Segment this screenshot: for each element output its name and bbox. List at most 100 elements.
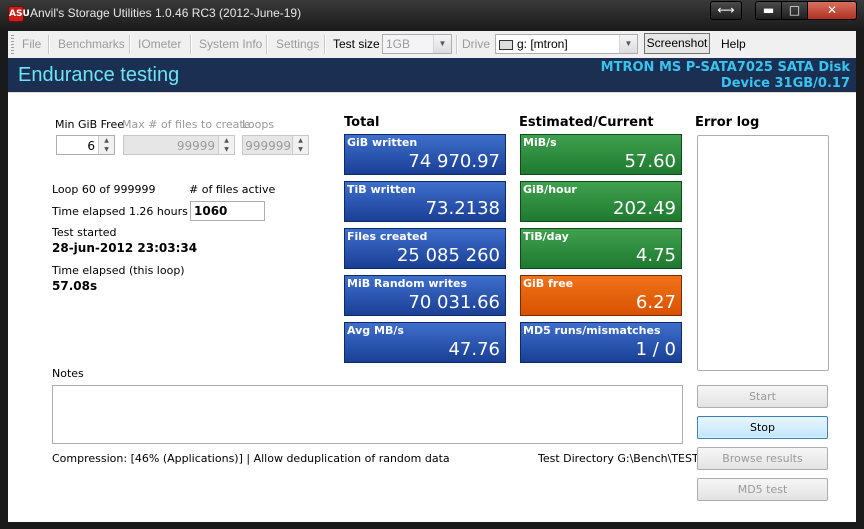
app-logo-icon: ASU	[8, 6, 30, 22]
notes-label: Notes	[52, 367, 84, 380]
tile-label: GiB/hour	[523, 183, 577, 196]
tile-avg-mbs: Avg MB/s 47.76	[344, 322, 506, 363]
spinner-buttons[interactable]: ▲ ▼	[98, 136, 114, 154]
tile-value: 57.60	[624, 151, 676, 172]
loops-label: Loops	[242, 118, 275, 131]
chevron-down-icon: ▼	[619, 35, 637, 53]
tile-mibs: MiB/s 57.60	[520, 134, 682, 175]
tile-label: MD5 runs/mismatches	[523, 324, 661, 337]
menu-toolbar: File Benchmarks IOmeter System Info Sett…	[8, 31, 856, 58]
tile-tib-written: TiB written 73.2138	[344, 181, 506, 222]
max-files-value: 99999	[176, 139, 215, 153]
device-capacity: Device 31GB/0.17	[720, 76, 850, 91]
max-files-label: Max # of files to create	[122, 118, 251, 131]
toolbar-separator	[324, 35, 326, 54]
menu-file[interactable]: File	[22, 37, 42, 51]
chevron-up-icon[interactable]: ▲	[219, 136, 234, 145]
tile-label: TiB written	[347, 183, 416, 196]
toolbar-grip-icon[interactable]	[11, 35, 14, 54]
tile-md5-runs: MD5 runs/mismatches 1 / 0	[520, 322, 682, 363]
tile-value: 25 085 260	[396, 245, 500, 266]
chevron-down-icon[interactable]: ▼	[99, 145, 114, 154]
drive-value: g: [mtron]	[517, 37, 568, 51]
device-name: MTRON MS P-SATA7025 SATA Disk	[600, 60, 850, 75]
screenshot-button[interactable]: Screenshot	[644, 33, 710, 54]
spinner-buttons[interactable]: ▲ ▼	[218, 136, 234, 154]
loop-elapsed-label: Time elapsed (this loop)	[52, 264, 185, 277]
tile-value: 73.2138	[425, 198, 500, 219]
notes-textarea[interactable]	[52, 385, 683, 444]
chevron-up-icon[interactable]: ▲	[293, 136, 308, 145]
files-active-label: # of files active	[189, 183, 276, 196]
time-elapsed: Time elapsed 1.26 hours	[52, 205, 188, 218]
drive-select[interactable]: g: [mtron] ▼	[495, 34, 638, 54]
resize-arrows-button[interactable]: ⟷	[710, 1, 742, 20]
tile-mib-random-writes: MiB Random writes 70 031.66	[344, 275, 506, 316]
tile-label: MiB/s	[523, 136, 557, 149]
tile-value: 1 / 0	[635, 339, 676, 360]
window-title: Anvil's Storage Utilities 1.0.46 RC3 (20…	[30, 6, 302, 20]
error-log-heading: Error log	[695, 115, 760, 130]
loop-counter: Loop 60 of 999999	[52, 183, 156, 196]
error-log-textarea[interactable]	[697, 135, 829, 371]
total-heading: Total	[344, 115, 380, 130]
chevron-down-icon[interactable]: ▼	[293, 145, 308, 154]
test-started-value: 28-jun-2012 23:03:34	[52, 241, 198, 255]
page-header: Endurance testing MTRON MS P-SATA7025 SA…	[8, 58, 856, 92]
loops-spinner[interactable]: 999999 ▲ ▼	[242, 135, 309, 155]
test-size-select[interactable]: 1GB ▼	[382, 34, 452, 54]
md5-test-button[interactable]: MD5 test	[697, 478, 828, 501]
spinner-buttons[interactable]: ▲ ▼	[292, 136, 308, 154]
tile-gib-free: GiB free 6.27	[520, 275, 682, 316]
page-title: Endurance testing	[18, 64, 180, 86]
toolbar-separator	[48, 35, 50, 54]
files-active-field[interactable]: 1060	[190, 201, 265, 221]
max-files-spinner[interactable]: 99999 ▲ ▼	[123, 135, 235, 155]
min-gib-free-spinner[interactable]: 6 ▲ ▼	[56, 135, 115, 155]
loop-elapsed-value: 57.08s	[52, 279, 98, 293]
tile-label: GiB written	[347, 136, 418, 149]
tile-label: TiB/day	[523, 230, 569, 243]
chevron-down-icon: ▼	[433, 35, 451, 53]
compression-info: Compression: [46% (Applications)] | Allo…	[52, 452, 450, 465]
device-info: MTRON MS P-SATA7025 SATA Disk Device 31G…	[601, 60, 850, 92]
test-size-label: Test size	[333, 37, 380, 51]
start-button[interactable]: Start	[697, 385, 828, 408]
tile-label: Files created	[347, 230, 428, 243]
minimize-button[interactable]: ▬	[755, 1, 782, 20]
tile-value: 6.27	[635, 292, 676, 313]
menu-benchmarks[interactable]: Benchmarks	[58, 37, 125, 51]
tile-label: Avg MB/s	[347, 324, 404, 337]
chevron-down-icon[interactable]: ▼	[219, 145, 234, 154]
tile-files-created: Files created 25 085 260	[344, 228, 506, 269]
tile-value: 70 031.66	[408, 292, 500, 313]
stop-button[interactable]: Stop	[697, 416, 828, 439]
tile-label: MiB Random writes	[347, 277, 468, 290]
test-directory: Test Directory G:\Bench\TEST	[538, 452, 699, 465]
toolbar-separator	[266, 35, 268, 54]
min-gib-free-label: Min GiB Free	[55, 118, 124, 131]
tile-gib-written: GiB written 74 970.97	[344, 134, 506, 175]
estimated-heading: Estimated/Current	[519, 115, 654, 130]
browse-results-button[interactable]: Browse results	[697, 447, 828, 470]
maximize-button[interactable]: □	[781, 1, 808, 20]
chevron-up-icon[interactable]: ▲	[99, 136, 114, 145]
loops-value: 999999	[245, 139, 291, 153]
test-size-value: 1GB	[386, 37, 411, 51]
tile-value: 47.76	[448, 339, 500, 360]
tile-gib-hour: GiB/hour 202.49	[520, 181, 682, 222]
menu-system-info[interactable]: System Info	[199, 37, 263, 51]
drive-icon	[499, 39, 513, 50]
tile-value: 4.75	[635, 245, 676, 266]
tile-tib-day: TiB/day 4.75	[520, 228, 682, 269]
close-button[interactable]: ✕	[807, 1, 857, 20]
main-panel: Min GiB Free 6 ▲ ▼ Max # of files to cre…	[8, 92, 856, 522]
tile-value: 202.49	[613, 198, 676, 219]
drive-value-wrap: g: [mtron]	[499, 37, 568, 51]
tile-label: GiB free	[523, 277, 574, 290]
menu-iometer[interactable]: IOmeter	[138, 37, 182, 51]
drive-label: Drive	[462, 37, 491, 51]
menu-help[interactable]: Help	[721, 37, 746, 51]
test-started-label: Test started	[52, 226, 117, 239]
menu-settings[interactable]: Settings	[276, 37, 320, 51]
